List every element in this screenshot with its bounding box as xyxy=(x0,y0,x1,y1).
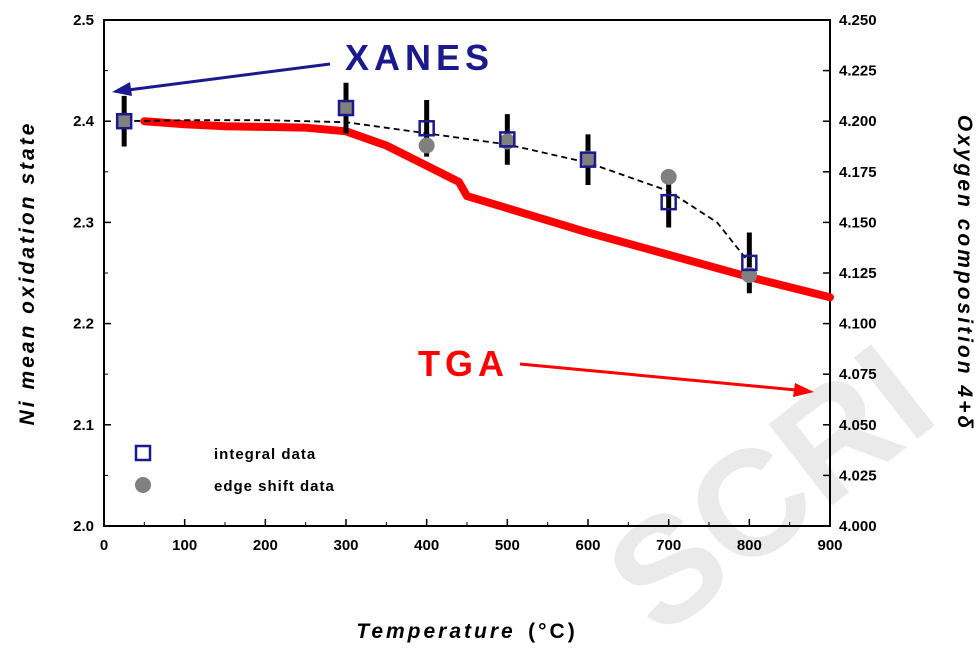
legend-marker-edge xyxy=(135,477,151,493)
legend: integral data edge shift data xyxy=(134,444,335,495)
y-right-tick-label: 4.075 xyxy=(839,366,877,383)
y-right-tick-label: 4.150 xyxy=(839,214,877,231)
tga-label: TGA xyxy=(418,343,509,384)
tga-arrowhead xyxy=(793,383,814,397)
y-axis-right: 4.000 4.025 4.050 4.075 4.100 4.125 4.150 4.175… xyxy=(823,12,877,535)
y-axis-right-title: Oxygen composition 4+δ xyxy=(953,115,976,431)
legend-label-integral: integral data xyxy=(214,446,316,463)
y-left-tick-label: 2.4 xyxy=(73,113,95,130)
integral-point xyxy=(115,112,133,130)
tga-annotation: TGA xyxy=(418,343,814,397)
x-tick-label: 700 xyxy=(656,537,681,554)
xanes-arrowhead xyxy=(112,82,132,96)
x-tick-label: 100 xyxy=(172,537,197,554)
y-left-tick-label: 2.3 xyxy=(73,214,94,231)
y-right-tick-label: 4.175 xyxy=(839,164,877,181)
y-left-tick-label: 2.1 xyxy=(73,417,94,434)
legend-marker-integral xyxy=(134,444,152,462)
xanes-fit-line xyxy=(124,119,751,264)
integral-point xyxy=(499,131,516,148)
integral-point xyxy=(337,99,355,117)
edge-shift-point xyxy=(580,150,596,167)
x-tick-label: 600 xyxy=(575,537,600,554)
x-axis-title-unit: (°C) xyxy=(528,620,578,643)
tga-arrow xyxy=(519,362,797,392)
integral-point xyxy=(741,254,758,272)
x-axis-title: Temperature (°C) xyxy=(356,620,577,643)
x-tick-label: 300 xyxy=(333,537,358,554)
xanes-label: XANES xyxy=(345,37,494,78)
series-lines xyxy=(124,117,834,302)
integral-point xyxy=(660,193,677,211)
integral-point xyxy=(579,151,597,168)
y-right-tick-label: 4.050 xyxy=(839,417,877,434)
x-axis-title-text: Temperature xyxy=(356,620,515,643)
x-tick-label: 800 xyxy=(737,537,762,554)
edge-shift-point xyxy=(660,168,677,185)
x-tick-label: 0 xyxy=(100,537,108,554)
y-right-tick-label: 4.250 xyxy=(839,12,877,29)
x-tick-label: 500 xyxy=(495,537,520,554)
x-tick-label: 200 xyxy=(253,537,278,554)
y-right-tick-label: 4.100 xyxy=(839,316,877,333)
x-tick-label: 900 xyxy=(817,537,842,554)
integral-point xyxy=(418,120,435,137)
edge-shift-point xyxy=(116,113,133,130)
legend-label-edge: edge shift data xyxy=(214,478,335,495)
y-right-tick-label: 4.225 xyxy=(839,63,877,80)
y-left-tick-label: 2.2 xyxy=(73,316,94,333)
y-right-tick-label: 4.025 xyxy=(839,467,877,484)
y-axis-left: 2.0 2.1 2.2 2.3 2.4 2.5 xyxy=(73,12,111,535)
xanes-annotation: XANES xyxy=(112,37,494,96)
y-axis-left-title: Ni mean oxidation state xyxy=(16,121,39,426)
x-tick-label: 400 xyxy=(414,537,439,554)
y-right-tick-label: 4.125 xyxy=(839,265,877,282)
xanes-arrow xyxy=(127,62,331,92)
edge-shift-point xyxy=(338,100,354,117)
y-left-tick-label: 2.0 xyxy=(73,518,94,535)
y-right-tick-label: 4.000 xyxy=(839,518,877,535)
series-points xyxy=(115,82,758,294)
watermark: SCRI xyxy=(576,312,962,657)
tga-line xyxy=(140,117,834,302)
edge-shift-point xyxy=(418,137,435,154)
x-axis: 0 100 200 300 400 500 600 700 800 900 xyxy=(100,519,843,554)
y-left-tick-label: 2.5 xyxy=(73,12,94,29)
y-right-tick-label: 4.200 xyxy=(839,113,877,130)
